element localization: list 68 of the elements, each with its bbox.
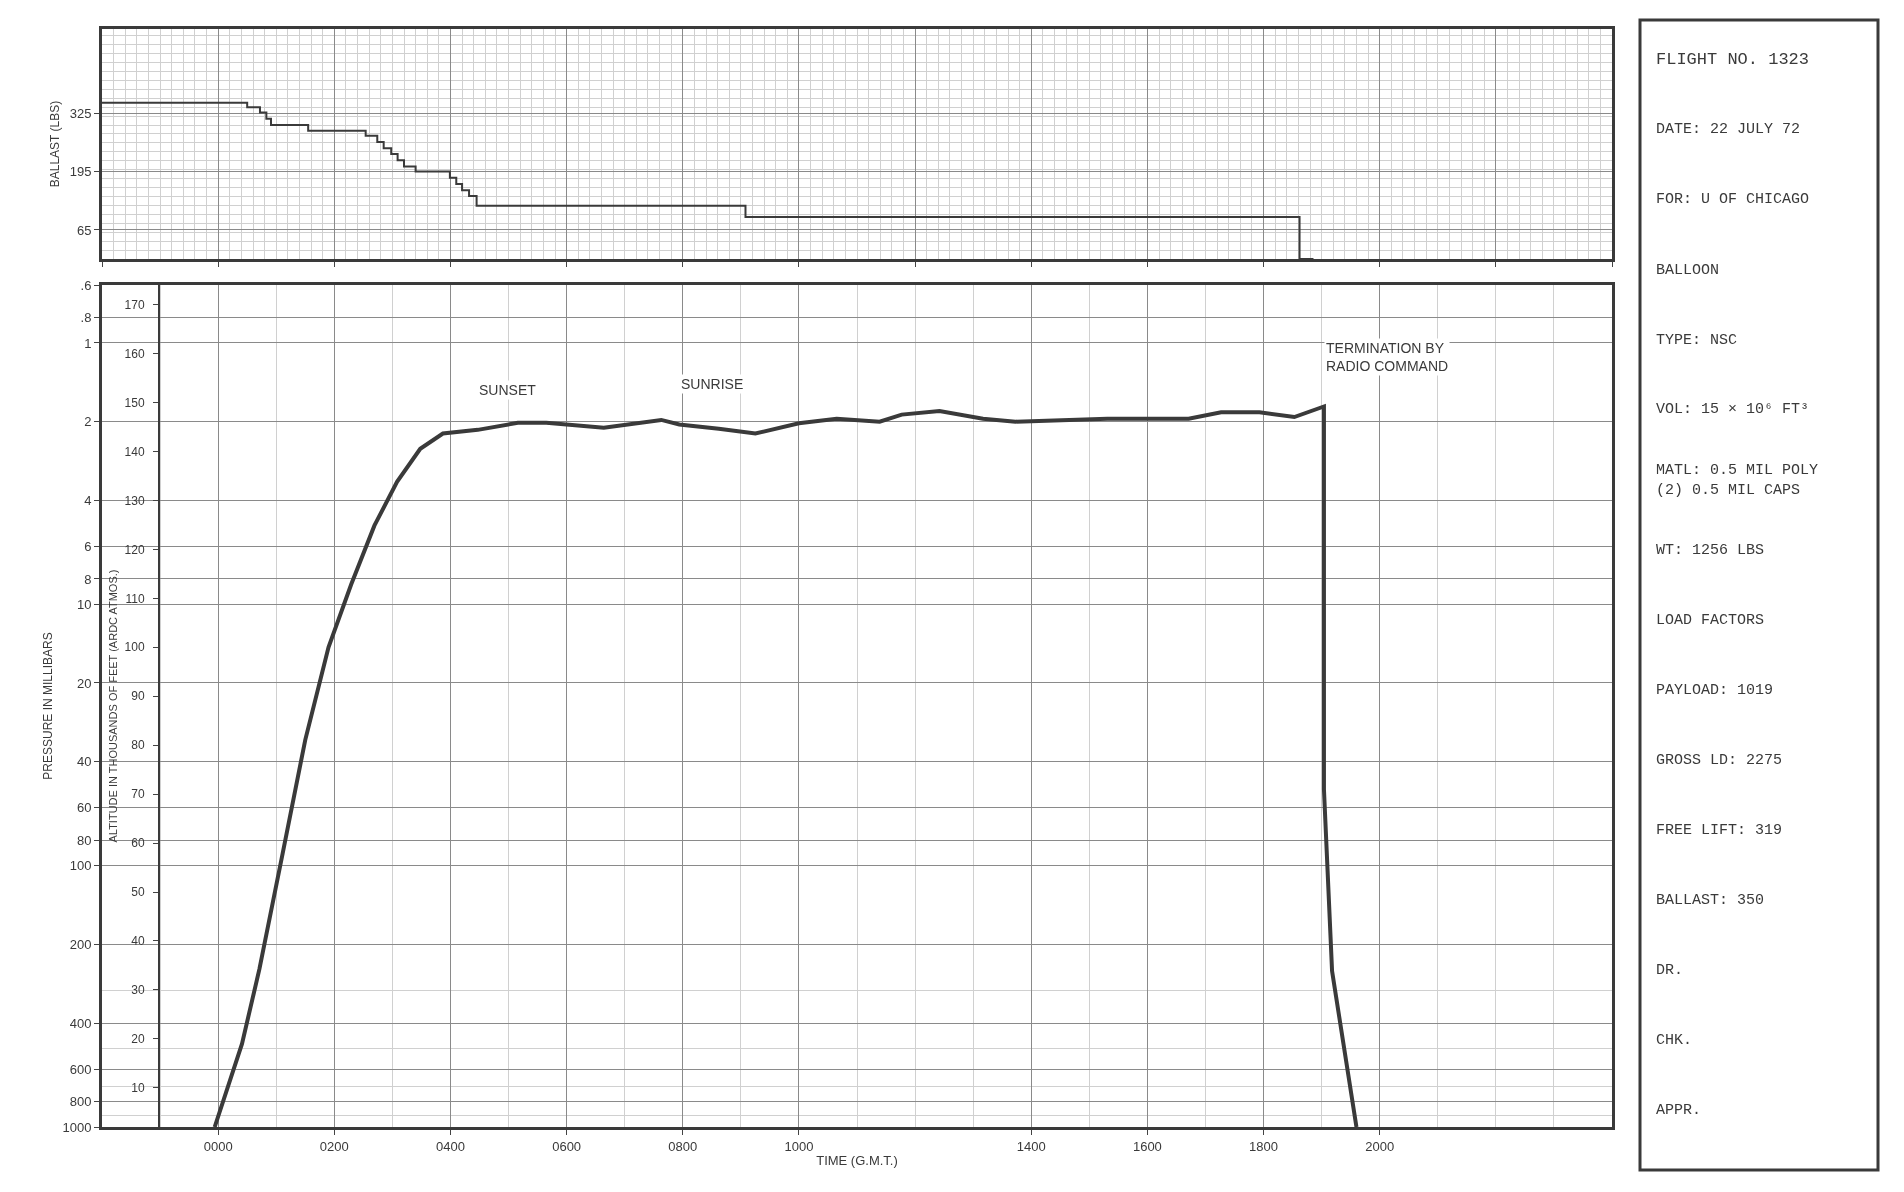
y-tick-label: 195 [69, 164, 92, 180]
annotation: SUNSET [479, 382, 537, 398]
x-tick-label: 0800 [668, 1138, 698, 1154]
y-tick-label: 80 [76, 832, 92, 848]
y2-tick-label: 110 [125, 591, 145, 606]
y2-tick-label: 50 [131, 885, 145, 900]
y-tick-label: 1 [84, 335, 92, 351]
y-tick-label: 65 [76, 222, 92, 238]
annotation: TERMINATION BY RADIO COMMAND [1326, 340, 1449, 375]
text: FOR: U OF CHICAGO [1656, 191, 1810, 208]
y-tick-label: 40 [76, 754, 92, 770]
y-tick-label: 8 [84, 571, 92, 587]
y-tick-label: 100 [69, 858, 92, 874]
x-tick-label: 0000 [203, 1138, 233, 1154]
text: PAYLOAD: 1019 [1656, 682, 1774, 699]
y2-tick-label: 20 [131, 1032, 145, 1047]
y-tick-label: .6 [80, 277, 92, 293]
text: FLIGHT NO. 1323 [1656, 50, 1810, 69]
y-tick-label: 325 [69, 106, 92, 122]
text: CHK. [1656, 1032, 1693, 1049]
text: FREE LIFT: 319 [1656, 822, 1783, 839]
y-tick-label: 400 [69, 1015, 92, 1031]
y2-tick-label: 30 [131, 983, 145, 998]
text: DR. [1656, 962, 1684, 979]
x-tick-label: 1800 [1249, 1138, 1278, 1154]
text: MATL: 0.5 MIL POLY (2) 0.5 MIL CAPS [1656, 462, 1819, 499]
text: WT: 1256 LBS [1656, 542, 1765, 559]
y-axis-title: BALLAST (LBS) [48, 100, 62, 188]
y2-tick-label: 140 [124, 444, 145, 459]
y-tick-label: 60 [76, 800, 92, 816]
text: DATE: 22 JULY 72 [1656, 121, 1801, 138]
y-tick-label: 4 [84, 492, 92, 508]
y-tick-label: 600 [69, 1061, 92, 1077]
y-tick-label: 1000 [62, 1119, 92, 1135]
x-tick-label: 0600 [552, 1138, 582, 1154]
annotation: SUNRISE [681, 376, 744, 392]
y-tick-label: .8 [80, 310, 92, 326]
y2-tick-label: 150 [124, 395, 145, 410]
x-tick-label: 0400 [436, 1138, 465, 1154]
y2-tick-label: 10 [131, 1081, 145, 1096]
y2-tick-label: 160 [124, 346, 145, 361]
x-axis-title: TIME (G.M.T.) [816, 1153, 898, 1169]
x-tick-label: 1000 [784, 1138, 814, 1154]
text: BALLOON [1656, 262, 1720, 279]
text: TYPE: NSC [1656, 332, 1738, 349]
y-tick-label: 2 [84, 414, 92, 430]
text: BALLAST: 350 [1656, 892, 1765, 909]
y2-axis-title: ALTITUDE IN THOUSANDS OF FEET (ARDC ATMOS.) [106, 569, 119, 843]
y-tick-label: 800 [69, 1094, 92, 1110]
text: LOAD FACTORS [1656, 612, 1765, 629]
x-tick-label: 1600 [1132, 1138, 1162, 1154]
y2-tick-label: 70 [131, 787, 145, 802]
text: VOL: 15 × 10⁶ FT³ [1656, 401, 1810, 418]
y2-tick-label: 170 [124, 297, 145, 312]
y-tick-label: 6 [84, 538, 92, 554]
y2-tick-label: 120 [124, 542, 145, 557]
y2-tick-label: 90 [131, 689, 145, 704]
y2-tick-label: 100 [124, 640, 145, 655]
y-tick-label: 10 [76, 596, 92, 612]
x-tick-label: 2000 [1365, 1138, 1395, 1154]
text: GROSS LD: 2275 [1656, 752, 1783, 769]
y-tick-label: 200 [69, 936, 92, 952]
x-tick-label: 0200 [319, 1138, 349, 1154]
text: APPR. [1656, 1102, 1702, 1119]
y2-tick-label: 80 [131, 738, 145, 753]
y-tick-label: 20 [76, 675, 92, 691]
x-tick-label: 1400 [1016, 1138, 1046, 1154]
y-axis-title: PRESSURE IN MILLIBARS [40, 632, 55, 780]
